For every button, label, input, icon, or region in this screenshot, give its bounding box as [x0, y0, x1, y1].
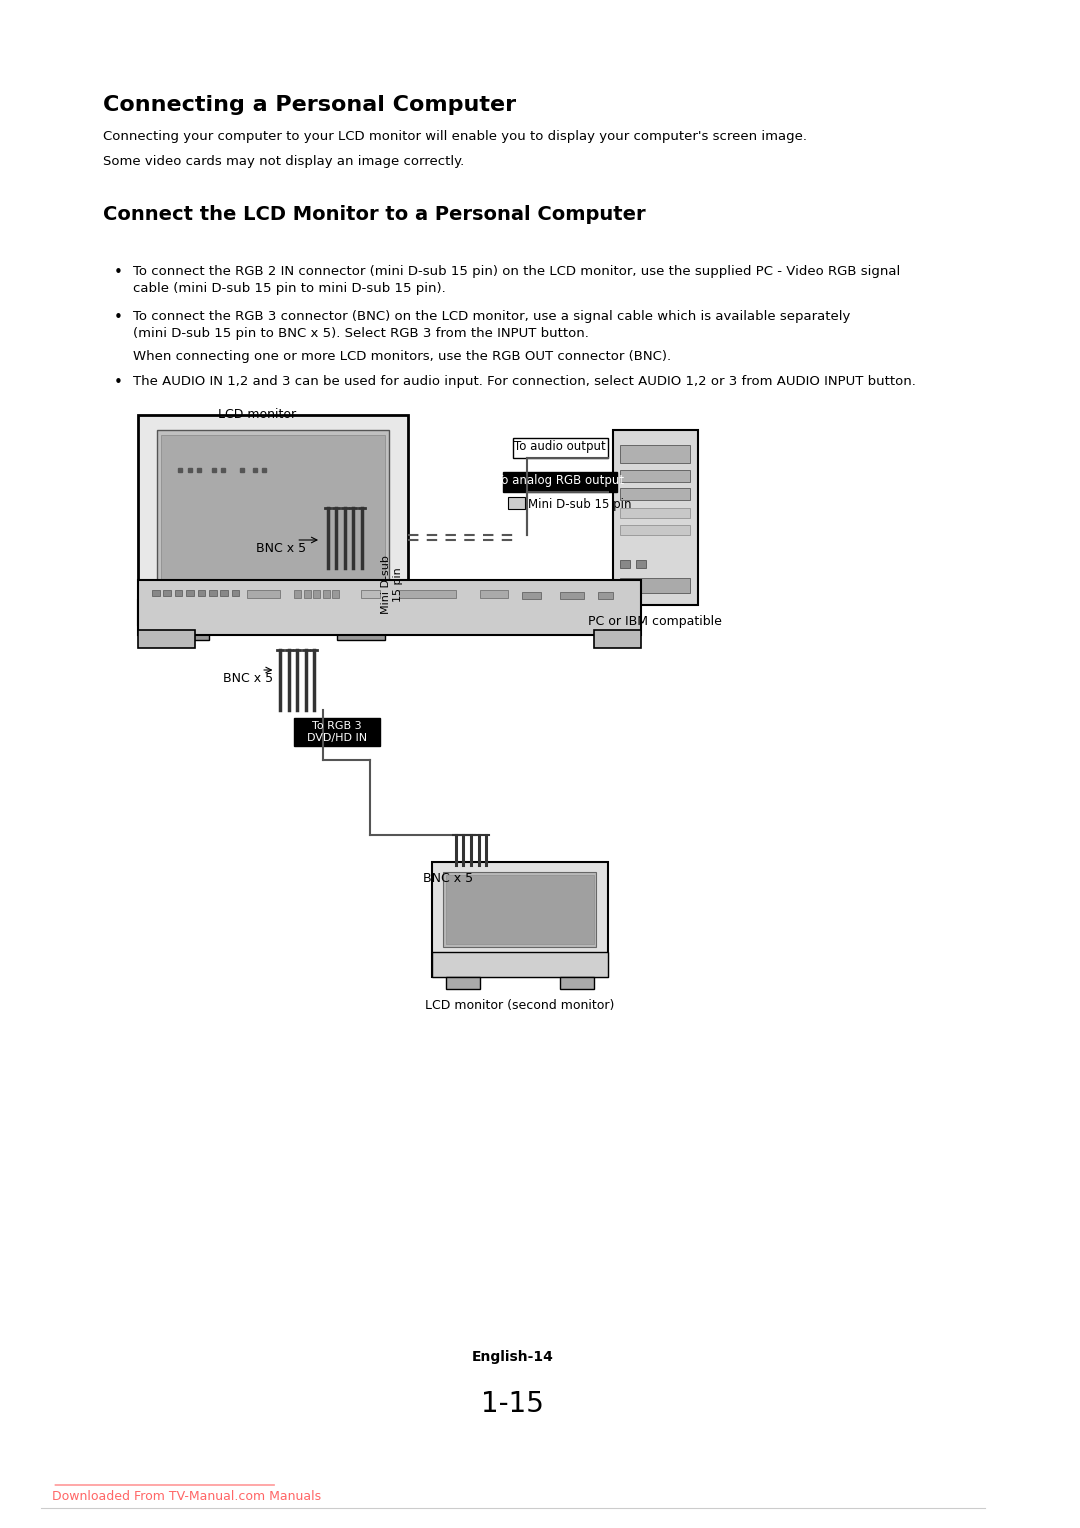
- Bar: [295, 590, 301, 597]
- Bar: [161, 625, 208, 640]
- Bar: [137, 581, 642, 636]
- Bar: [620, 445, 690, 463]
- Bar: [232, 590, 240, 596]
- Text: LCD monitor (second monitor): LCD monitor (second monitor): [424, 999, 615, 1012]
- Text: •: •: [114, 374, 123, 390]
- Text: When connecting one or more LCD monitors, use the RGB OUT connector (BNC).: When connecting one or more LCD monitors…: [133, 350, 671, 364]
- Bar: [446, 976, 480, 989]
- Bar: [152, 590, 160, 596]
- Text: To RGB 3
DVD/HD IN: To RGB 3 DVD/HD IN: [307, 721, 367, 743]
- Text: •: •: [114, 310, 123, 325]
- Bar: [620, 507, 690, 518]
- Text: BNC x 5: BNC x 5: [256, 542, 307, 555]
- Text: Connecting a Personal Computer: Connecting a Personal Computer: [103, 95, 515, 115]
- Text: Connecting your computer to your LCD monitor will enable you to display your com: Connecting your computer to your LCD mon…: [103, 130, 807, 144]
- Bar: [561, 976, 594, 989]
- Bar: [594, 630, 642, 648]
- Bar: [333, 590, 339, 597]
- Text: Downloaded From TV-Manual.com Manuals: Downloaded From TV-Manual.com Manuals: [52, 1490, 322, 1504]
- Bar: [175, 590, 183, 596]
- Text: PC or IBM compatible: PC or IBM compatible: [589, 614, 723, 628]
- Bar: [561, 591, 584, 599]
- Bar: [361, 590, 380, 597]
- Bar: [323, 590, 329, 597]
- Bar: [432, 952, 608, 976]
- Bar: [295, 718, 380, 746]
- Bar: [208, 590, 216, 596]
- Bar: [163, 590, 171, 596]
- Bar: [508, 497, 525, 509]
- Bar: [620, 559, 630, 568]
- Bar: [186, 590, 193, 596]
- Text: English-14: English-14: [472, 1351, 554, 1365]
- Bar: [444, 872, 596, 947]
- Bar: [303, 590, 311, 597]
- Bar: [620, 526, 690, 535]
- Bar: [137, 630, 194, 648]
- Text: The AUDIO IN 1,2 and 3 can be used for audio input. For connection, select AUDIO: The AUDIO IN 1,2 and 3 can be used for a…: [133, 374, 916, 388]
- Text: (mini D-sub 15 pin to BNC x 5). Select RGB 3 from the INPUT button.: (mini D-sub 15 pin to BNC x 5). Select R…: [133, 327, 589, 341]
- Text: 1-15: 1-15: [482, 1390, 544, 1418]
- Bar: [513, 439, 608, 458]
- Text: Mini D-sub 15 pin: Mini D-sub 15 pin: [528, 498, 632, 510]
- Bar: [247, 590, 280, 597]
- Bar: [337, 625, 384, 640]
- Text: Connect the LCD Monitor to a Personal Computer: Connect the LCD Monitor to a Personal Co…: [103, 205, 645, 225]
- Text: cable (mini D-sub 15 pin to mini D-sub 15 pin).: cable (mini D-sub 15 pin to mini D-sub 1…: [133, 283, 446, 295]
- Bar: [399, 590, 456, 597]
- Text: BNC x 5: BNC x 5: [423, 872, 473, 885]
- Bar: [157, 429, 390, 585]
- Text: BNC x 5: BNC x 5: [224, 672, 273, 685]
- Text: Some video cards may not display an image correctly.: Some video cards may not display an imag…: [103, 154, 463, 168]
- Bar: [636, 559, 646, 568]
- Text: •: •: [114, 264, 123, 280]
- Bar: [620, 487, 690, 500]
- Bar: [137, 601, 408, 625]
- Bar: [612, 429, 698, 605]
- Text: To analog RGB output: To analog RGB output: [496, 474, 624, 487]
- Bar: [137, 416, 408, 630]
- Bar: [503, 472, 618, 492]
- Bar: [620, 578, 690, 593]
- Text: To connect the RGB 2 IN connector (mini D-sub 15 pin) on the LCD monitor, use th: To connect the RGB 2 IN connector (mini …: [133, 264, 901, 278]
- Bar: [198, 590, 205, 596]
- Text: Mini D-sub
15 pin: Mini D-sub 15 pin: [381, 555, 403, 614]
- Bar: [523, 591, 541, 599]
- Bar: [220, 590, 228, 596]
- Bar: [161, 435, 384, 581]
- Bar: [480, 590, 508, 597]
- Bar: [598, 591, 612, 599]
- Text: LCD monitor: LCD monitor: [218, 408, 297, 422]
- Bar: [313, 590, 320, 597]
- Bar: [620, 471, 690, 481]
- Bar: [432, 862, 608, 976]
- Text: To audio output: To audio output: [514, 440, 606, 452]
- Bar: [446, 876, 594, 944]
- Text: To connect the RGB 3 connector (BNC) on the LCD monitor, use a signal cable whic: To connect the RGB 3 connector (BNC) on …: [133, 310, 850, 322]
